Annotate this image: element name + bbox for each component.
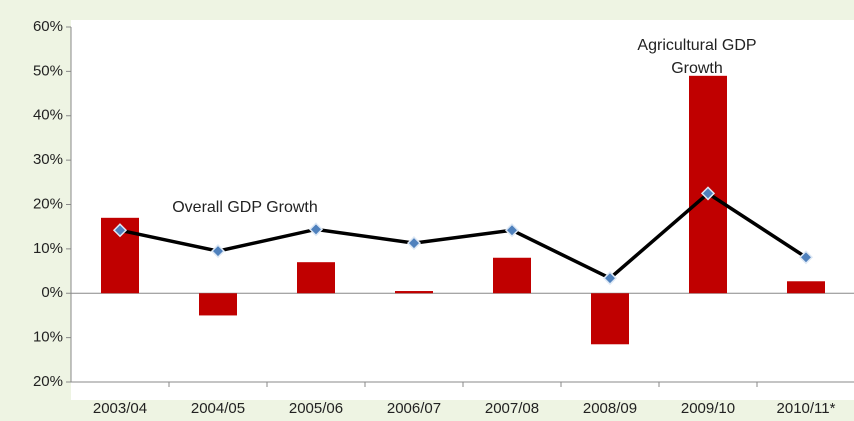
y-tick-label: 0%: [41, 284, 63, 301]
y-tick-label: 60%: [33, 18, 63, 35]
marker: [308, 222, 324, 237]
y-tick-label: 10%: [33, 240, 63, 257]
y-tick-label: 10%: [33, 329, 63, 346]
x-tick-label: 2006/07: [387, 400, 441, 417]
line: [119, 191, 807, 281]
marker: [798, 250, 814, 265]
x-tick-label: 2009/10: [681, 400, 735, 417]
x-tick-label: 2005/06: [289, 400, 343, 417]
bar: [787, 281, 825, 294]
bar: [591, 293, 629, 345]
marker: [602, 271, 618, 286]
x-tick-label: 2008/09: [583, 400, 637, 417]
y-tick-label: 20%: [33, 373, 63, 390]
marker: [504, 223, 520, 238]
line-annotation: Overall GDP Growth: [172, 199, 318, 216]
x-tick-label: 2004/05: [191, 400, 245, 417]
marker: [700, 186, 716, 201]
x-tick-label: 2007/08: [485, 400, 539, 417]
bar: [297, 262, 335, 294]
marker: [210, 244, 226, 259]
bar: [493, 257, 531, 294]
marker: [406, 236, 422, 251]
bar: [395, 291, 433, 294]
bar: [689, 75, 727, 294]
bar: [199, 293, 237, 316]
x-tick-label: 2003/04: [93, 400, 147, 417]
y-tick-label: 30%: [33, 151, 63, 168]
bar-annotation: Agricultural GDP Growth: [637, 37, 757, 77]
y-tick-label: 40%: [33, 107, 63, 124]
y-tick-label: 20%: [33, 195, 63, 212]
marker: [112, 223, 128, 238]
x-tick-label: 2010/11*: [777, 400, 836, 417]
y-tick-label: 50%: [33, 62, 63, 79]
